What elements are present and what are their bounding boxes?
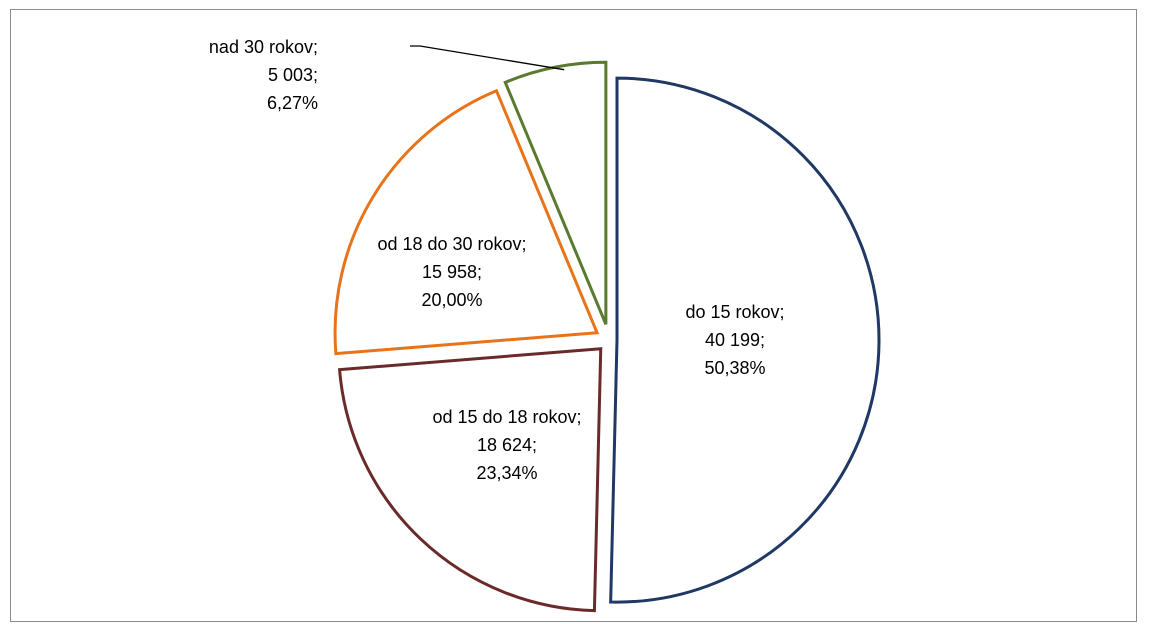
label-do-15-rokov: do 15 rokov; 40 199; 50,38%	[685, 302, 784, 378]
label-od-18-do-30-rokov-line-3: 20,00%	[421, 290, 482, 310]
label-od-15-do-18-rokov-line-1: od 15 do 18 rokov;	[432, 407, 581, 427]
data-labels: do 15 rokov; 40 199; 50,38% od 15 do 18 rok…	[209, 37, 785, 483]
label-nad-30-rokov: nad 30 rokov; 5 003; 6,27%	[209, 37, 318, 113]
label-do-15-rokov-line-1: do 15 rokov;	[685, 302, 784, 322]
label-do-15-rokov-line-3: 50,38%	[704, 358, 765, 378]
slice-od-15-do-18-rokov	[337, 347, 603, 613]
label-od-18-do-30-rokov: od 18 do 30 rokov; 15 958; 20,00%	[377, 234, 526, 310]
slice-nad-30-rokov	[503, 60, 608, 325]
label-nad-30-rokov-line-3: 6,27%	[267, 93, 318, 113]
label-od-18-do-30-rokov-line-2: 15 958;	[422, 262, 482, 282]
label-od-15-do-18-rokov-line-2: 18 624;	[477, 435, 537, 455]
label-do-15-rokov-line-2: 40 199;	[705, 330, 765, 350]
label-nad-30-rokov-line-1: nad 30 rokov;	[209, 37, 318, 57]
label-od-15-do-18-rokov-line-3: 23,34%	[476, 463, 537, 483]
label-nad-30-rokov-line-2: 5 003;	[268, 65, 318, 85]
label-od-15-do-18-rokov: od 15 do 18 rokov; 18 624; 23,34%	[432, 407, 581, 483]
pie-slices	[333, 60, 881, 613]
slice-do-15-rokov	[609, 76, 881, 604]
label-od-18-do-30-rokov-line-1: od 18 do 30 rokov;	[377, 234, 526, 254]
leader-lines	[410, 45, 565, 71]
leader-line-nad-30-rokov	[410, 45, 565, 71]
slice-od-18-do-30-rokov	[333, 88, 600, 356]
